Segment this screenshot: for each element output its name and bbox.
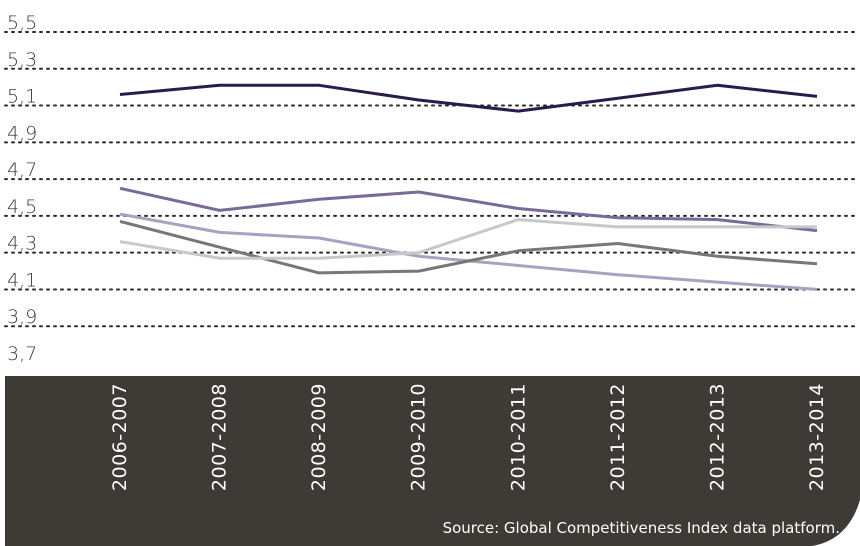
x-tick-label: 2007-2008 — [209, 383, 231, 491]
x-axis-band — [5, 376, 860, 546]
x-tick-label: 2013-2014 — [806, 383, 828, 491]
x-tick-label: 2010-2011 — [507, 383, 529, 491]
x-tick-label: 2009-2010 — [408, 383, 430, 491]
x-axis-ticks: 2006-2007 2007-2008 2008-2009 2009-2010 2010… — [109, 383, 828, 491]
y-tick-label: 5,1 — [7, 86, 37, 108]
series-line-5 — [119, 218, 817, 260]
series-lines — [119, 83, 818, 291]
x-tick-label: 2006-2007 — [109, 383, 131, 491]
y-tick-label: 5,5 — [7, 12, 37, 34]
y-tick-label: 3,9 — [7, 306, 37, 328]
y-tick-label: 4,9 — [7, 122, 37, 144]
series-line-2 — [119, 186, 818, 233]
y-tick-label: 4,3 — [7, 233, 37, 255]
y-tick-label: 5,3 — [7, 49, 37, 71]
gridlines — [4, 31, 857, 328]
y-tick-label: 3,7 — [7, 343, 37, 365]
y-tick-label: 4,1 — [7, 269, 37, 291]
series-line-4 — [119, 219, 818, 275]
x-tick-label: 2011-2012 — [607, 383, 629, 491]
y-tick-label: 4,5 — [7, 196, 37, 218]
y-axis-ticks: 5,5 5,3 5,1 4,9 4,7 4,5 4,3 4,1 3,9 3,7 — [7, 12, 37, 365]
series-line-1 — [119, 83, 818, 113]
x-tick-label: 2012-2013 — [706, 383, 728, 491]
y-tick-label: 4,7 — [7, 159, 37, 181]
x-tick-label: 2008-2009 — [308, 383, 330, 491]
source-note: Source: Global Competitiveness Index dat… — [443, 519, 840, 537]
